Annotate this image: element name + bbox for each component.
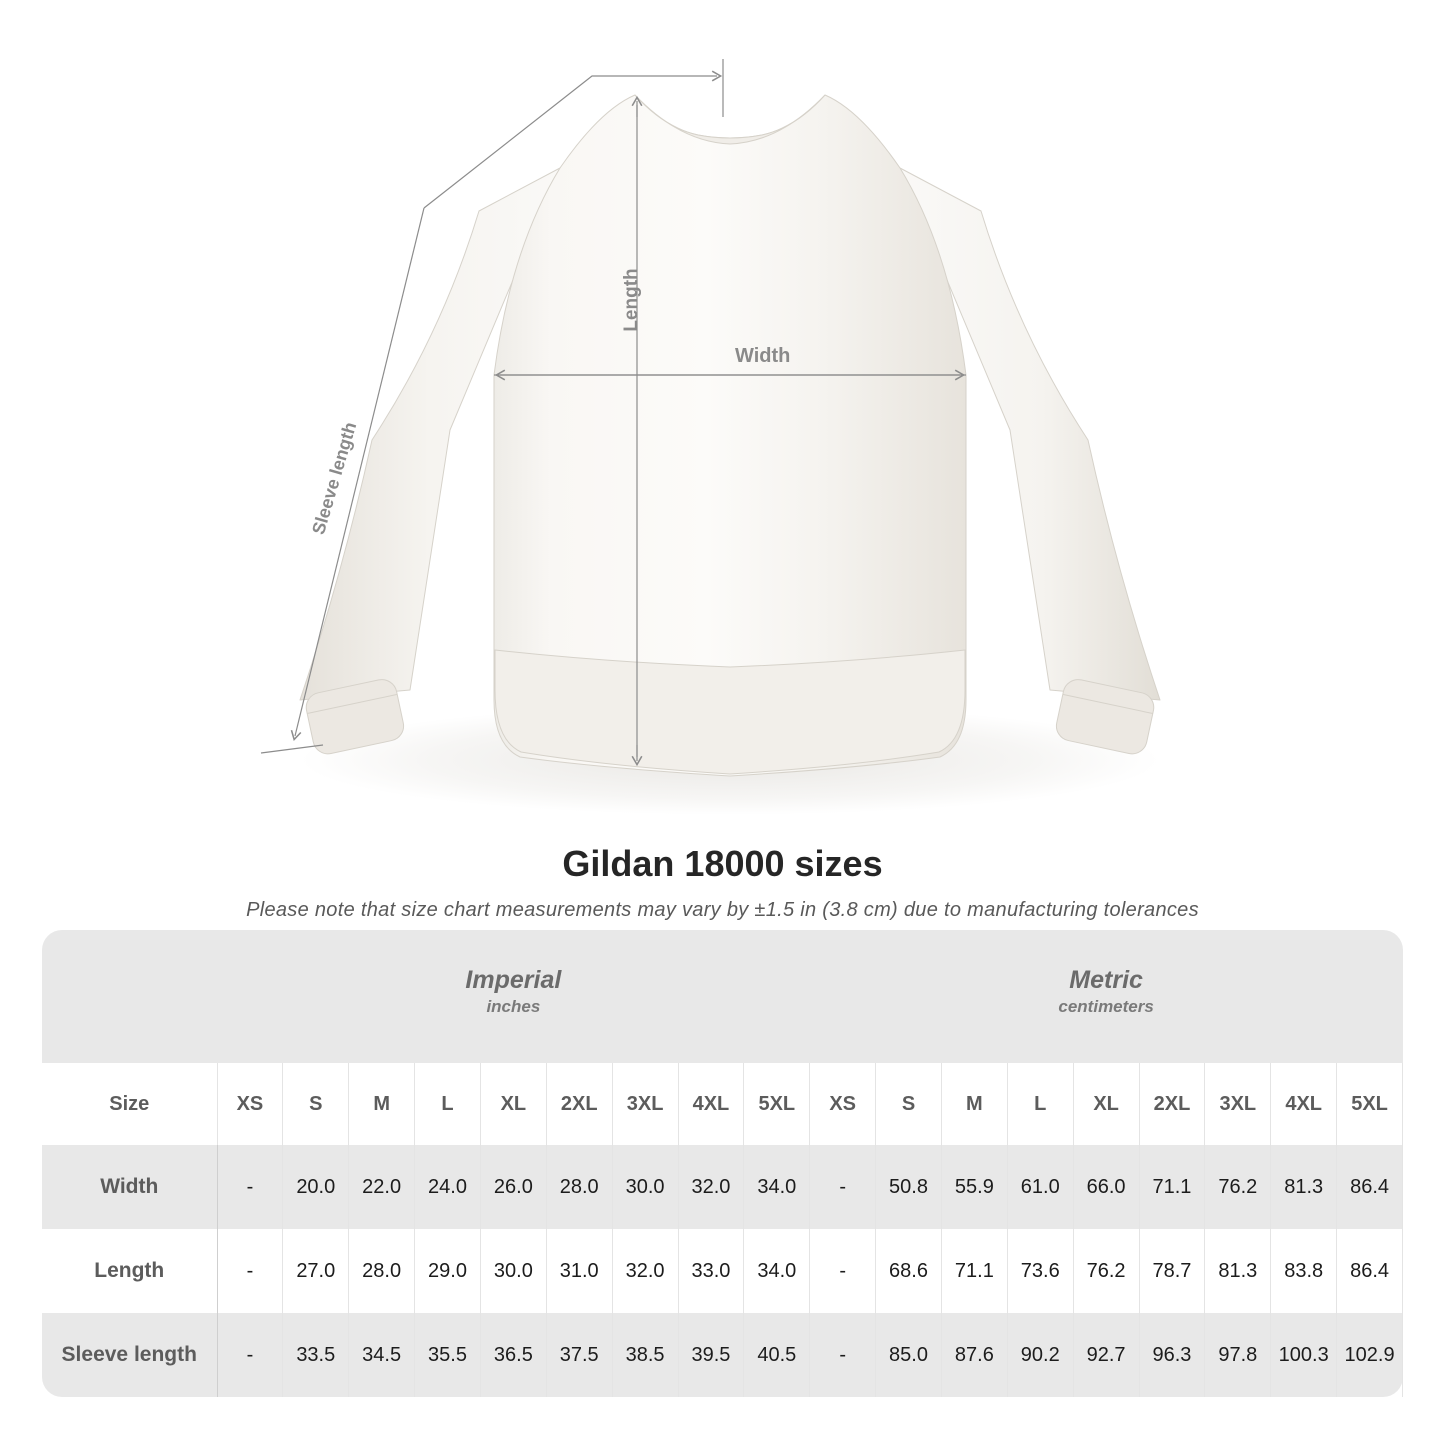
svg-text:Width: Width [735, 345, 790, 367]
svg-text:Sleeve length: Sleeve length [308, 420, 360, 537]
svg-text:Length: Length [621, 268, 642, 331]
